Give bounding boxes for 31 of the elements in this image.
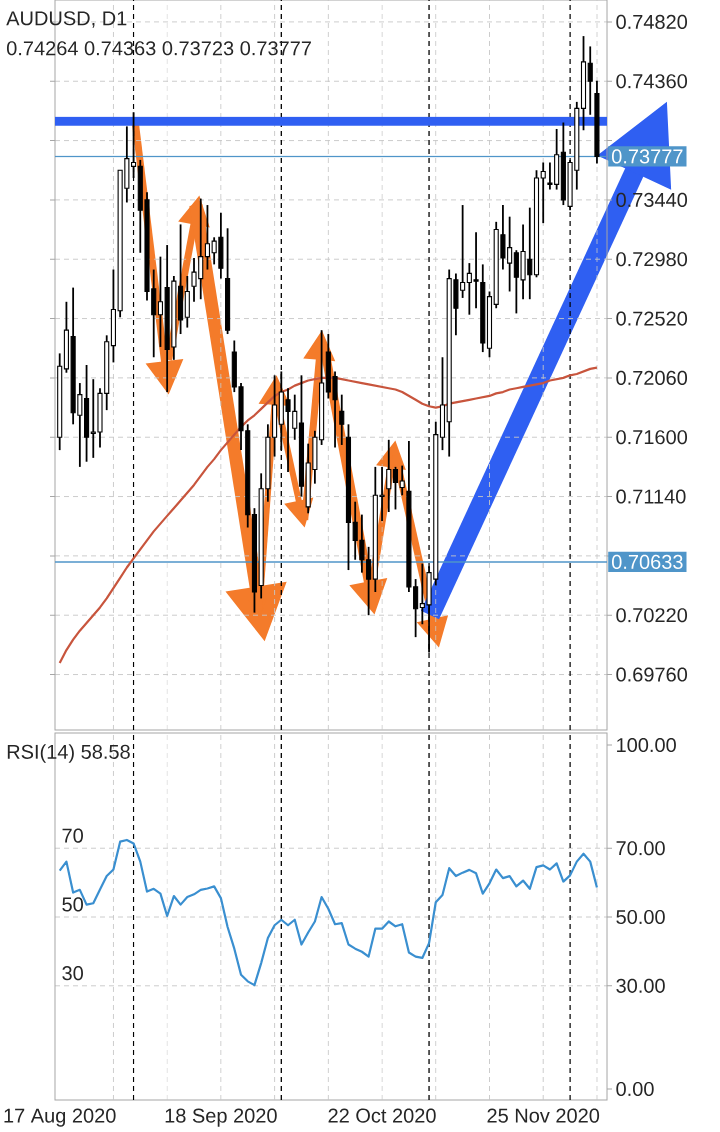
y-tick-label: 70: [62, 828, 83, 843]
text: RSI(14) 58.58: [7, 744, 130, 763]
y2-tick-label: 100.00: [617, 737, 676, 753]
y2-tick-label: 0.00: [616, 1081, 654, 1097]
y-tick-label: 0.74360: [616, 74, 688, 89]
text: 0.74264 0.74363 0.73723 0.73777: [6, 41, 311, 56]
y-tick-label: 0.69760: [616, 667, 688, 682]
candlestick: [392, 465, 399, 511]
y-tick-label: 0.70220: [616, 608, 688, 623]
y-tick-label: 0.71600: [616, 430, 688, 445]
ref-line-label: 0.70633: [611, 554, 683, 570]
candlestick: [399, 464, 405, 497]
chart-title: AUDUSD, D1: [6, 11, 127, 28]
y-tick-label: 0.72060: [616, 370, 688, 385]
y2-tick-label: 50.00: [616, 909, 665, 925]
candlestick: [386, 438, 392, 513]
y-tick-label: 0.74820: [616, 14, 688, 29]
x-tick-label: 22 Oct 2020: [328, 1108, 436, 1123]
ref-line-label: 0.73777: [611, 149, 683, 164]
y-tick-label: 0.72980: [616, 252, 688, 267]
y-tick-label: 30: [62, 966, 83, 981]
candlestick: [339, 393, 345, 446]
y-tick-label: 0.72520: [616, 311, 688, 326]
y-tick-label: 0.71140: [616, 489, 686, 504]
x-tick-label: 18 Sep 2020: [165, 1108, 277, 1127]
x-tick-label: 17 Aug 2020: [4, 1108, 116, 1127]
y-tick-label: 50: [62, 897, 83, 912]
y2-tick-label: 30.00: [616, 978, 665, 993]
x-tick-label: 25 Nov 2020: [487, 1108, 600, 1123]
y2-tick-label: 70.00: [616, 841, 665, 856]
candlestick: [587, 45, 593, 116]
